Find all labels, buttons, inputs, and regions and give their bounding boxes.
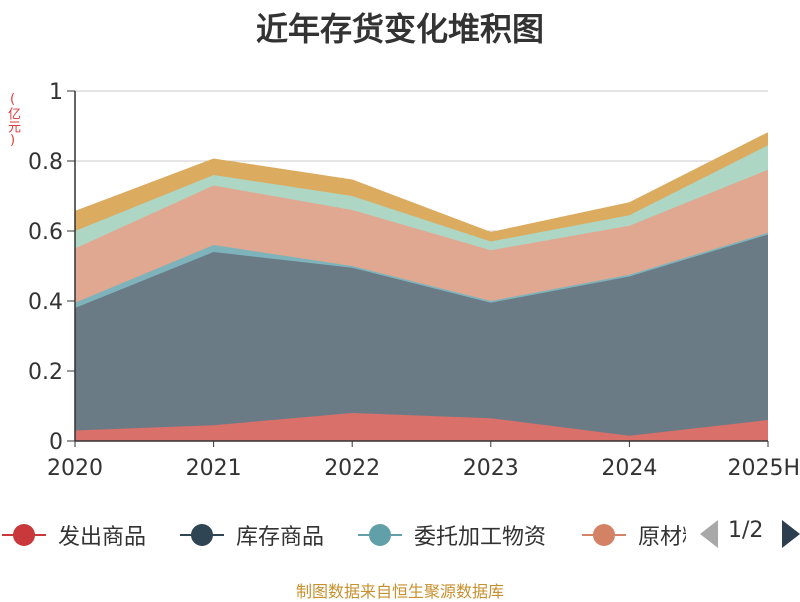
area-series-5: [75, 133, 768, 242]
x-tick-label: 2021: [186, 456, 242, 481]
x-tick-label: 2025H: [727, 456, 800, 481]
legend-prev-page-icon[interactable]: [700, 520, 718, 548]
x-tick-label: 2022: [324, 456, 380, 481]
x-tick-label: 2020: [47, 456, 103, 481]
legend: 发出商品 库存商品 委托加工物资 原材料: [0, 512, 800, 558]
y-tick-label: 0.8: [28, 150, 63, 175]
legend-marker-icon: [180, 524, 224, 546]
legend-label: 委托加工物资: [414, 525, 547, 550]
legend-marker-icon: [582, 524, 626, 546]
chart-title: 近年存货变化堆积图: [255, 10, 544, 48]
x-tick-label: 2024: [601, 456, 657, 481]
legend-marker-icon: [2, 524, 46, 546]
y-tick-label: 0.2: [28, 360, 63, 385]
y-tick-label: 1: [49, 80, 63, 105]
legend-item[interactable]: 委托加工物资: [356, 512, 546, 558]
area-series-2: [75, 232, 768, 308]
y-tick-label: 0: [49, 430, 63, 455]
area-series-3: [75, 169, 768, 303]
x-tick-label: 2023: [463, 456, 519, 481]
y-tick-label: 0.4: [28, 290, 63, 315]
legend-label: 原材料: [638, 525, 686, 550]
area-series-0: [75, 413, 768, 441]
legend-items: 发出商品 库存商品 委托加工物资 原材料: [0, 512, 686, 558]
legend-item[interactable]: 发出商品: [0, 512, 146, 558]
data-source-note: 制图数据来自恒生聚源数据库: [295, 582, 504, 601]
area-series-1: [75, 234, 768, 436]
legend-next-page-icon[interactable]: [782, 520, 800, 548]
legend-label: 库存商品: [236, 525, 325, 550]
legend-marker-icon: [358, 524, 402, 546]
legend-item[interactable]: 库存商品: [178, 512, 324, 558]
legend-item[interactable]: 原材料: [580, 512, 686, 558]
area-series-4: [75, 145, 768, 251]
legend-page-indicator: 1/2: [728, 518, 764, 543]
y-axis-unit-label: (亿元): [5, 92, 20, 148]
legend-label: 发出商品: [58, 525, 147, 550]
y-tick-label: 0.6: [28, 220, 63, 245]
area-series-line-5: [74, 132, 769, 234]
